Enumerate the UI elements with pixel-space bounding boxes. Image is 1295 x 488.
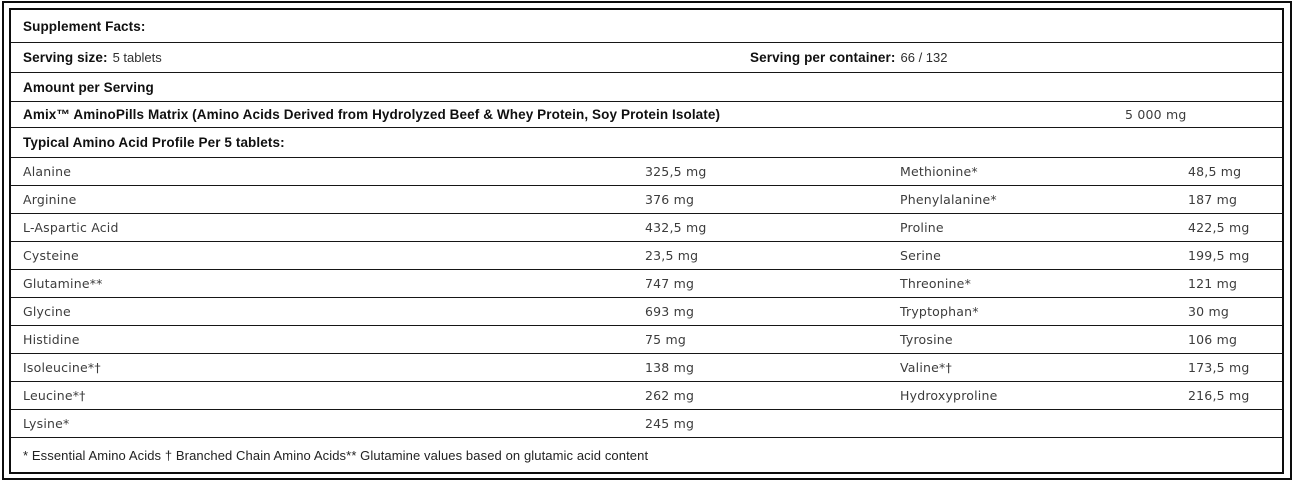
table-row: Glutamine** 747 mg Threonine* 121 mg xyxy=(11,270,1282,298)
aminopills-matrix-value: 5 000 mg xyxy=(1125,107,1187,122)
table-row: Glycine 693 mg Tryptophan* 30 mg xyxy=(11,298,1282,326)
amino-name-right: Tryptophan* xyxy=(900,304,979,319)
amount-per-serving-heading: Amount per Serving xyxy=(23,79,154,95)
amino-value-right: 121 mg xyxy=(1188,276,1238,291)
aminopills-matrix-row: Amix™ AminoPills Matrix (Amino Acids Der… xyxy=(11,102,1282,128)
amino-value-left: 75 mg xyxy=(645,332,686,347)
amino-name-left: Cysteine xyxy=(23,248,79,263)
table-row: Histidine 75 mg Tyrosine 106 mg xyxy=(11,326,1282,354)
amino-name-right: Valine*† xyxy=(900,360,952,375)
amino-value-left: 262 mg xyxy=(645,388,695,403)
amino-name-right: Hydroxyproline xyxy=(900,388,998,403)
serving-row: Serving size: 5 tablets Serving per cont… xyxy=(11,43,1282,73)
amino-name-left: Alanine xyxy=(23,164,72,179)
serving-per-container-label: Serving per container: xyxy=(750,50,896,65)
amino-name-left: Arginine xyxy=(23,192,77,207)
table-row: Cysteine 23,5 mg Serine 199,5 mg xyxy=(11,242,1282,270)
amino-value-right: 173,5 mg xyxy=(1188,360,1250,375)
amino-name-left: L-Aspartic Acid xyxy=(23,220,119,235)
amino-name-right: Tyrosine xyxy=(900,332,953,347)
footnote-text: * Essential Amino Acids † Branched Chain… xyxy=(23,447,649,463)
amino-value-left: 325,5 mg xyxy=(645,164,707,179)
serving-per-container-value: 66 / 132 xyxy=(900,50,948,65)
amino-name-right: Proline xyxy=(900,220,944,235)
amino-value-left: 693 mg xyxy=(645,304,695,319)
amino-value-left: 432,5 mg xyxy=(645,220,707,235)
aminopills-matrix-label: Amix™ AminoPills Matrix (Amino Acids Der… xyxy=(23,107,721,122)
supplement-facts-title: Supplement Facts: xyxy=(23,18,146,34)
amino-name-right: Threonine* xyxy=(900,276,972,291)
amino-value-right: 422,5 mg xyxy=(1188,220,1250,235)
table-row: Isoleucine*† 138 mg Valine*† 173,5 mg xyxy=(11,354,1282,382)
amino-value-right: 216,5 mg xyxy=(1188,388,1250,403)
serving-per-container: Serving per container: 66 / 132 xyxy=(750,43,948,72)
amino-name-left: Lysine* xyxy=(23,416,70,431)
amino-value-right: 48,5 mg xyxy=(1188,164,1242,179)
amino-name-left: Glutamine** xyxy=(23,276,103,291)
table-row: Alanine 325,5 mg Methionine* 48,5 mg xyxy=(11,158,1282,186)
aminopills-matrix-value-wrap: 5 000 mg xyxy=(1125,102,1186,127)
amino-value-right: 30 mg xyxy=(1188,304,1229,319)
table-row: Arginine 376 mg Phenylalanine* 187 mg xyxy=(11,186,1282,214)
amino-name-left: Isoleucine*† xyxy=(23,360,101,375)
supplement-facts-header-row: Supplement Facts: xyxy=(11,10,1282,43)
table-row: L-Aspartic Acid 432,5 mg Proline 422,5 m… xyxy=(11,214,1282,242)
amino-profile-heading: Typical Amino Acid Profile Per 5 tablets… xyxy=(23,135,285,150)
serving-size-label: Serving size: xyxy=(23,50,108,65)
amino-acid-rows: Alanine 325,5 mg Methionine* 48,5 mg Arg… xyxy=(11,158,1282,438)
amino-value-right: 199,5 mg xyxy=(1188,248,1250,263)
amino-value-left: 138 mg xyxy=(645,360,695,375)
amino-name-left: Leucine*† xyxy=(23,388,86,403)
amino-name-right: Serine xyxy=(900,248,942,263)
serving-size-value: 5 tablets xyxy=(112,50,162,65)
amino-name-right: Methionine* xyxy=(900,164,978,179)
amount-per-serving-row: Amount per Serving xyxy=(11,73,1282,102)
amino-value-left: 245 mg xyxy=(645,416,695,431)
supplement-facts-table: Supplement Facts: Serving size: 5 tablet… xyxy=(9,8,1284,474)
amino-name-right: Phenylalanine* xyxy=(900,192,997,207)
amino-value-left: 747 mg xyxy=(645,276,695,291)
amino-name-left: Glycine xyxy=(23,304,71,319)
table-row: Leucine*† 262 mg Hydroxyproline 216,5 mg xyxy=(11,382,1282,410)
amino-value-left: 376 mg xyxy=(645,192,695,207)
amino-value-right: 106 mg xyxy=(1188,332,1238,347)
amino-value-left: 23,5 mg xyxy=(645,248,699,263)
amino-name-left: Histidine xyxy=(23,332,80,347)
footnote-row: * Essential Amino Acids † Branched Chain… xyxy=(11,438,1282,472)
amino-value-right: 187 mg xyxy=(1188,192,1238,207)
table-row: Lysine* 245 mg xyxy=(11,410,1282,438)
amino-profile-heading-row: Typical Amino Acid Profile Per 5 tablets… xyxy=(11,128,1282,158)
